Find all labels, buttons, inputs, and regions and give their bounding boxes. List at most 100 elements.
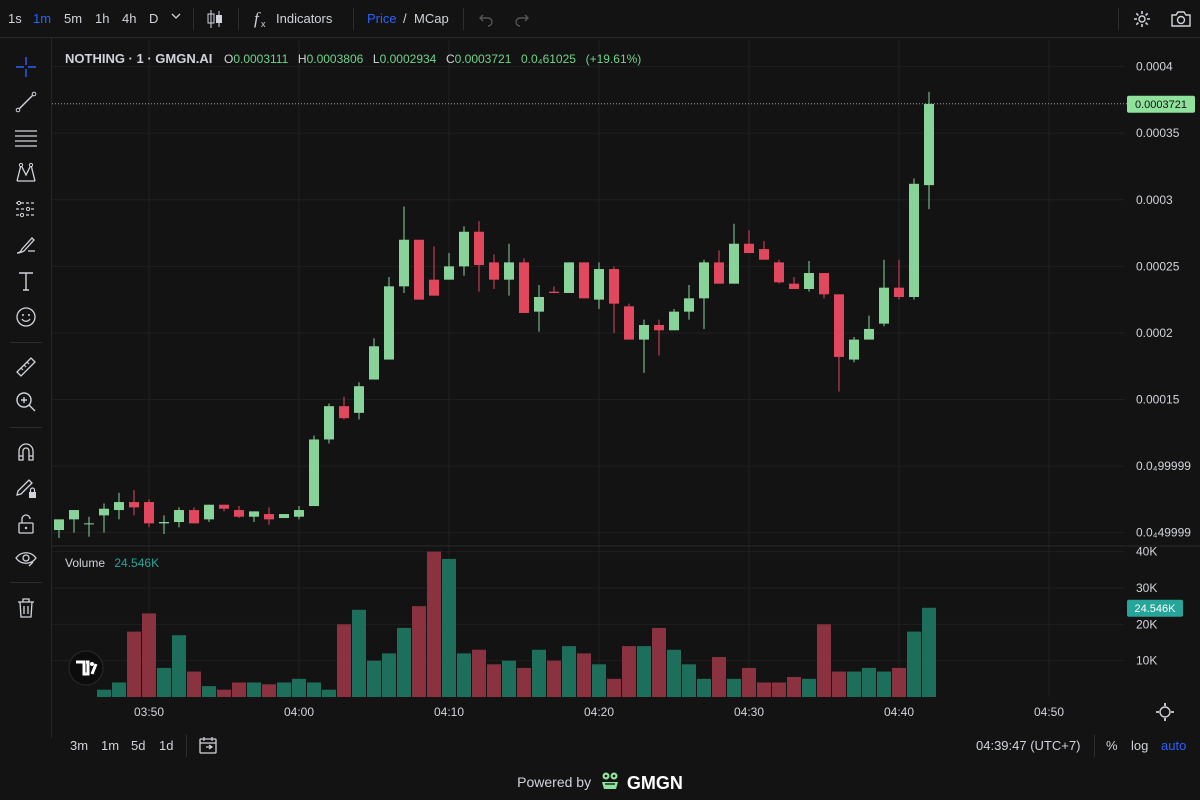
range-3m[interactable]: 3m — [70, 738, 89, 753]
candle — [864, 315, 874, 340]
candle-body — [684, 298, 694, 312]
range-1d[interactable]: 1d — [159, 738, 174, 753]
price-toggle[interactable]: Price — [367, 11, 397, 26]
candle-body — [864, 328, 874, 340]
legend-row: NOTHING · 1 · GMGN.AI O0.0003111 H0.0003… — [65, 51, 641, 66]
time-tick-label: 03:50 — [134, 705, 164, 719]
brush-icon[interactable] — [13, 232, 39, 258]
ruler-icon[interactable] — [13, 354, 39, 380]
interval-dropdown-icon[interactable] — [170, 9, 182, 27]
fib-lines-icon[interactable] — [13, 125, 39, 151]
candle-body — [219, 504, 229, 509]
candle — [159, 515, 169, 535]
volume-bar — [307, 682, 321, 697]
volume-bar — [757, 682, 771, 697]
trash-icon[interactable] — [13, 595, 39, 621]
pencil-lock-icon[interactable] — [13, 475, 39, 501]
interval-1s[interactable]: 1s — [8, 11, 22, 26]
volume-bar — [142, 613, 156, 697]
mcap-toggle[interactable]: MCap — [414, 11, 449, 26]
candle — [234, 506, 244, 519]
volume-legend: Volume 24.546K — [65, 556, 159, 570]
tradingview-logo-icon[interactable] — [68, 650, 104, 686]
interval-1h[interactable]: 1h — [95, 11, 110, 26]
zoom-in-icon[interactable] — [13, 389, 39, 415]
candle-type-icon[interactable] — [205, 8, 225, 35]
log-toggle[interactable]: log — [1131, 738, 1149, 753]
candle — [54, 519, 64, 539]
camera-screenshot-icon[interactable] — [1170, 9, 1192, 34]
volume-bar — [337, 624, 351, 697]
drawing-toolbar — [0, 38, 52, 738]
candle-body — [849, 339, 859, 360]
lock-icon[interactable] — [13, 511, 39, 537]
interval-4h[interactable]: 4h — [122, 11, 137, 26]
emoji-icon[interactable] — [13, 304, 39, 330]
candle-body — [459, 231, 469, 267]
candle — [774, 259, 784, 284]
interval-1m[interactable]: 1m — [33, 11, 52, 26]
volume-bar — [592, 664, 606, 697]
percent-toggle[interactable]: % — [1106, 738, 1118, 753]
interval-d[interactable]: D — [149, 11, 159, 26]
settings-gear-icon[interactable] — [1132, 9, 1152, 34]
time-tick-label: 04:30 — [734, 705, 764, 719]
crosshair-icon[interactable] — [13, 54, 39, 80]
pattern-icon[interactable] — [13, 160, 39, 186]
time-axis: 03:50 04:00 04:10 04:20 04:30 04:40 04:50 — [134, 705, 1064, 719]
candle-body — [369, 346, 379, 380]
volume-bar — [187, 671, 201, 697]
legend-open: 0.0003111 — [233, 52, 288, 66]
powered-by-footer: Powered by GMGN — [0, 770, 1200, 795]
date-range-calendar-icon[interactable] — [198, 735, 218, 758]
candle — [174, 507, 184, 528]
volume-bar — [232, 682, 246, 697]
candle-body — [249, 511, 259, 517]
candle-body — [909, 183, 919, 297]
candle-body — [654, 324, 664, 331]
trend-line-icon[interactable] — [13, 89, 39, 115]
redo-icon[interactable] — [514, 11, 530, 32]
indicators-button[interactable]: Indicators — [276, 11, 333, 26]
candle-body — [84, 523, 94, 525]
range-1m[interactable]: 1m — [101, 738, 120, 753]
candle-body — [429, 279, 439, 296]
volume-bar — [412, 606, 426, 697]
candle-body — [594, 269, 604, 300]
volume-bar — [697, 678, 711, 697]
toolbar-separator — [1094, 735, 1095, 757]
candle-body — [474, 231, 484, 266]
candles — [54, 91, 934, 539]
volume-bar — [817, 624, 831, 697]
clock-timezone[interactable]: 04:39:47 (UTC+7) — [976, 738, 1081, 753]
candle — [924, 91, 934, 210]
candle — [384, 277, 394, 360]
legend-symbol: NOTHING · 1 · GMGN.AI — [65, 51, 212, 66]
candle — [534, 285, 544, 332]
price-tick-label: 0.0003 — [1136, 193, 1173, 207]
price-tick-label: 0.00035 — [1136, 126, 1180, 140]
toolbar-separator — [1118, 8, 1119, 30]
range-5d[interactable]: 5d — [131, 738, 146, 753]
volume-tick-label: 40K — [1136, 545, 1157, 559]
auto-toggle[interactable]: auto — [1161, 738, 1187, 753]
interval-5m[interactable]: 5m — [64, 11, 83, 26]
volume-bar — [607, 678, 621, 697]
magnet-icon[interactable] — [13, 439, 39, 465]
parallel-channel-icon[interactable] — [13, 196, 39, 222]
candle-body — [714, 262, 724, 284]
price-axis: 0.0004 0.00035 0.0003 0.00025 0.0002 0.00015 0… — [1136, 60, 1191, 540]
price-chart[interactable]: 0.0004 0.00035 0.0003 0.00025 0.0002 0.00015 0… — [0, 0, 1200, 760]
volume-bar — [682, 664, 696, 697]
volume-bar — [742, 667, 756, 697]
candle — [564, 262, 574, 293]
volume-tick-label: 30K — [1136, 581, 1157, 595]
eye-icon[interactable] — [13, 545, 39, 571]
last-volume-badge — [1127, 599, 1183, 617]
undo-icon[interactable] — [478, 11, 494, 32]
text-icon[interactable] — [13, 268, 39, 294]
scale-settings-icon[interactable] — [1156, 703, 1174, 721]
candle-body — [789, 283, 799, 290]
toolbar-separator — [10, 342, 42, 343]
